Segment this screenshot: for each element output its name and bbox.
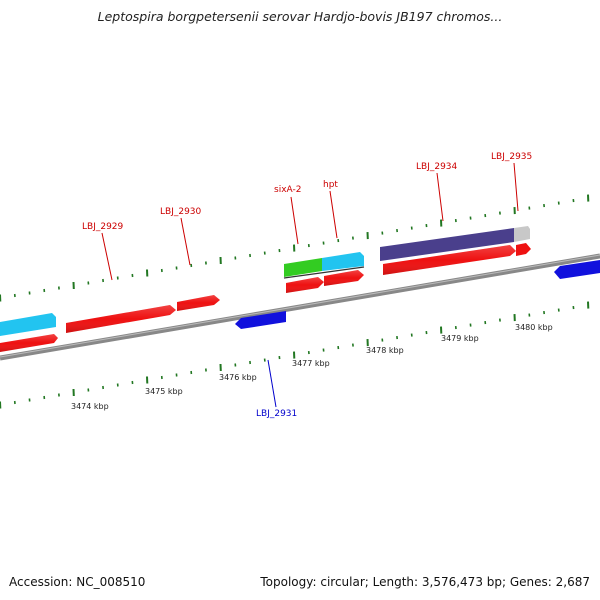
gene-label-sixA-2[interactable]: sixA-2: [274, 185, 301, 195]
leader-LBJ_2930: [180, 217, 191, 266]
leader-LBJ_2934: [436, 172, 444, 222]
axis-label-3478: 3478 kbp: [366, 346, 404, 355]
gene-labels: LBJ_2929 LBJ_2930 sixA-2 hpt LBJ_2934 LB…: [82, 152, 532, 419]
gene-cyan-left[interactable]: [0, 313, 56, 336]
backbone-line: [0, 253, 600, 361]
forward-gene-track: [0, 243, 531, 352]
axis-label-3479: 3479 kbp: [441, 334, 479, 343]
gene-gray-LBJ_2935[interactable]: [514, 226, 530, 242]
gene-label-hpt[interactable]: hpt: [323, 180, 338, 190]
accession-text: Accession: NC_008510: [9, 575, 146, 589]
gene-blue-right[interactable]: [554, 260, 600, 279]
axis-label-3480: 3480 kbp: [515, 323, 553, 332]
axis-label-3474: 3474 kbp: [71, 402, 109, 411]
axis-label-3476: 3476 kbp: [219, 373, 257, 382]
label-leaders: [101, 162, 519, 281]
map-title: Leptospira borgpetersenii serovar Hardjo…: [97, 9, 503, 24]
gene-label-LBJ_2935[interactable]: LBJ_2935: [491, 152, 532, 162]
gene-underline: [283, 266, 365, 279]
reverse-gene-track: [235, 260, 600, 329]
gene-label-LBJ_2934[interactable]: LBJ_2934: [416, 162, 458, 172]
gene-cyan-hpt[interactable]: [322, 252, 364, 271]
gene-green-sixA-2[interactable]: [284, 258, 322, 277]
genome-stats-text: Topology: circular; Length: 3,576,473 bp…: [260, 575, 590, 589]
leader-LBJ_2931: [267, 359, 277, 408]
gene-label-LBJ_2931[interactable]: LBJ_2931: [256, 409, 297, 419]
backbone-highlight: [0, 254, 600, 358]
leader-sixA-2: [290, 196, 299, 245]
leader-hpt: [329, 190, 338, 239]
gene-label-LBJ_2930[interactable]: LBJ_2930: [160, 207, 202, 217]
outer-feature-track: [0, 226, 530, 336]
axis-label-3475: 3475 kbp: [145, 387, 183, 396]
gene-label-LBJ_2929[interactable]: LBJ_2929: [82, 222, 124, 232]
gene-blue-LBJ_2931[interactable]: [235, 311, 286, 329]
leader-LBJ_2935: [513, 162, 519, 212]
axis-label-3477: 3477 kbp: [292, 359, 330, 368]
gene-red-LBJ_2935[interactable]: [516, 243, 531, 256]
gene-purple-LBJ_2934[interactable]: [380, 228, 514, 261]
axis-labels: 3474 kbp 3475 kbp 3476 kbp 3477 kbp 3478…: [71, 323, 553, 411]
upper-tick-track: [0, 194, 590, 302]
leader-LBJ_2929: [101, 232, 113, 281]
lower-tick-track: [0, 301, 590, 409]
